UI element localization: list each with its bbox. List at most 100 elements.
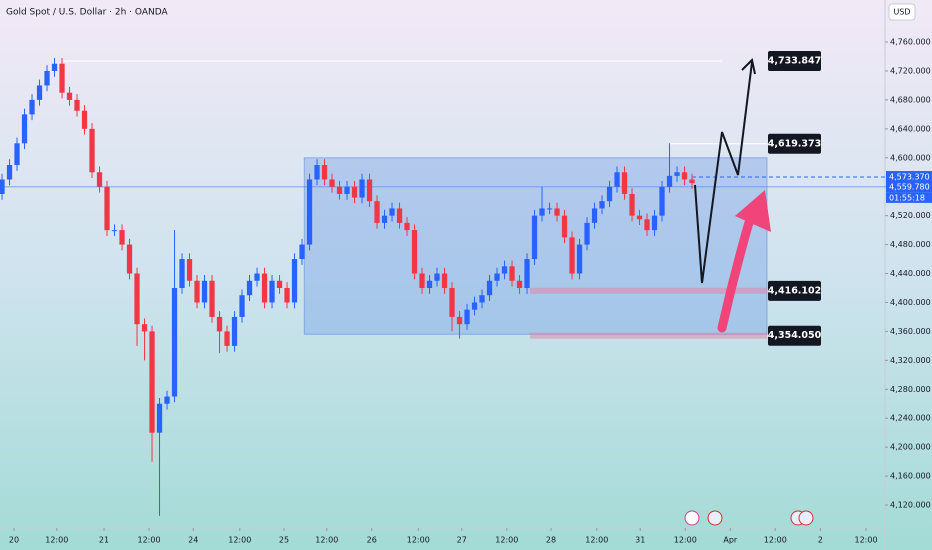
support-band	[530, 287, 768, 294]
candle-body	[441, 273, 448, 288]
candle-body	[449, 287, 455, 317]
candle-body	[269, 280, 275, 303]
candle-body	[389, 208, 395, 216]
candle-body	[411, 230, 418, 274]
candle-body	[224, 331, 230, 346]
x-tick-label: 12:00	[495, 536, 518, 545]
candle-body	[681, 172, 688, 180]
candle-body	[434, 273, 440, 281]
candle-body	[486, 280, 493, 296]
candle-body	[59, 63, 65, 93]
x-tick-label: 12:00	[228, 536, 251, 545]
candle-body	[66, 92, 73, 100]
candle-body	[0, 179, 5, 194]
candle-body	[149, 331, 155, 433]
x-tick-label: 28	[546, 536, 556, 545]
candle-body	[201, 280, 208, 303]
x-tick-label: 27	[457, 536, 467, 545]
y-tick-label: 4,400.000	[890, 298, 931, 307]
candle-body	[194, 280, 200, 303]
candle-body	[479, 295, 485, 303]
price-tag-label: 4,559.780	[889, 182, 930, 191]
candle-body	[426, 280, 433, 288]
y-tick-label: 4,440.000	[890, 269, 931, 278]
x-tick-label: 31	[635, 536, 645, 545]
y-tick-label: 4,240.000	[890, 414, 931, 423]
x-tick-label: 21	[99, 536, 109, 545]
candle-body	[231, 316, 238, 346]
candle-body	[336, 186, 343, 194]
price-tag	[886, 180, 932, 193]
x-tick-label: 20	[9, 536, 19, 545]
candle-body	[576, 244, 583, 274]
candle-body	[456, 316, 463, 325]
y-tick-label: 4,720.000	[890, 66, 931, 75]
price-label-box	[768, 325, 821, 346]
x-tick-label: 2	[818, 536, 823, 545]
candle-body	[531, 215, 538, 260]
bullish-arrow	[717, 207, 757, 333]
candle-body	[246, 280, 253, 296]
candle-body	[359, 179, 365, 198]
currency-box[interactable]	[888, 3, 916, 21]
candle-body	[591, 208, 598, 223]
price-label: 4,733.847	[768, 55, 822, 66]
candle-body	[404, 222, 410, 231]
x-tick-label: 12:00	[674, 536, 697, 545]
y-tick-label: 4,480.000	[890, 240, 931, 249]
candle-body	[471, 302, 478, 310]
candle-body	[104, 186, 110, 231]
candle-body	[291, 259, 298, 303]
candle-body	[14, 143, 20, 166]
event-icon[interactable]	[684, 510, 700, 526]
countdown: 01:55:18	[889, 193, 925, 202]
chart-title: Gold Spot / U.S. Dollar · 2h · OANDA	[6, 8, 168, 18]
candle-body	[524, 259, 530, 288]
candle-body	[599, 201, 605, 209]
projection-arrowhead	[741, 57, 756, 75]
y-tick-label: 4,120.000	[890, 501, 931, 510]
candle-body	[179, 259, 185, 288]
x-tick-label: 12:00	[854, 536, 877, 545]
candle-body	[299, 244, 305, 260]
candle-body	[321, 165, 328, 180]
candle-body	[261, 273, 268, 303]
currency: USD	[893, 8, 910, 17]
candle-body	[36, 85, 43, 100]
x-tick-label: 25	[279, 536, 289, 545]
plot: 4,120.000 4,160.000 4,200.000 4,240.000 4,28…	[0, 38, 932, 545]
y-tick-label: 4,160.000	[890, 472, 931, 481]
candle-body	[126, 244, 133, 274]
x-tick-label: 12:00	[315, 536, 338, 545]
x-tick-label: Apr	[723, 536, 738, 545]
countdown-box	[886, 192, 932, 203]
candle-body	[561, 215, 568, 238]
event-icon[interactable]	[798, 510, 814, 526]
x-tick-label: 12:00	[764, 536, 787, 545]
price-label: 4,416.102	[768, 285, 822, 296]
candle-body	[629, 193, 635, 216]
candle-body	[74, 99, 80, 111]
event-icon[interactable]	[707, 510, 723, 526]
candle-body	[6, 165, 13, 180]
x-tick-label: 12:00	[137, 536, 160, 545]
x-tick-label: 26	[367, 536, 377, 545]
candle-body	[119, 230, 125, 245]
candle-body	[134, 273, 140, 325]
candle-body	[614, 172, 620, 187]
price-tag	[886, 171, 932, 184]
candle-body	[21, 114, 28, 144]
candle-body	[554, 208, 560, 216]
candle-body	[666, 175, 673, 187]
candle-body	[44, 70, 50, 86]
candle-body	[651, 215, 658, 231]
candle-body	[516, 280, 523, 288]
candle-body	[329, 179, 335, 187]
candle-body	[569, 237, 575, 274]
y-tick-label: 4,360.000	[890, 327, 931, 336]
candle-body	[351, 186, 358, 198]
candle-body	[644, 219, 650, 231]
support-band	[530, 332, 768, 339]
x-tick-label: 12:00	[45, 536, 68, 545]
